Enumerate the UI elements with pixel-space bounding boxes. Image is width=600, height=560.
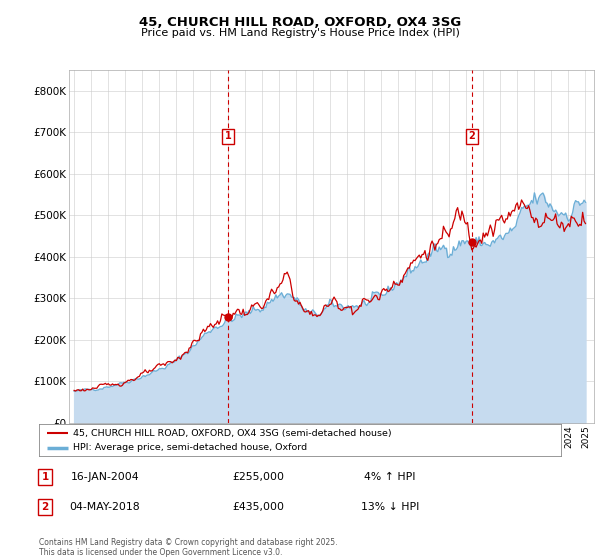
Text: 45, CHURCH HILL ROAD, OXFORD, OX4 3SG (semi-detached house): 45, CHURCH HILL ROAD, OXFORD, OX4 3SG (s… xyxy=(73,428,392,437)
Text: 1: 1 xyxy=(41,472,49,482)
Text: Price paid vs. HM Land Registry's House Price Index (HPI): Price paid vs. HM Land Registry's House … xyxy=(140,28,460,38)
Text: 16-JAN-2004: 16-JAN-2004 xyxy=(71,472,139,482)
Text: 4% ↑ HPI: 4% ↑ HPI xyxy=(364,472,416,482)
Text: 2: 2 xyxy=(469,132,475,142)
Text: 04-MAY-2018: 04-MAY-2018 xyxy=(70,502,140,512)
Text: 45, CHURCH HILL ROAD, OXFORD, OX4 3SG: 45, CHURCH HILL ROAD, OXFORD, OX4 3SG xyxy=(139,16,461,29)
Text: 1: 1 xyxy=(225,132,232,142)
Text: Contains HM Land Registry data © Crown copyright and database right 2025.
This d: Contains HM Land Registry data © Crown c… xyxy=(39,538,337,557)
Text: £255,000: £255,000 xyxy=(232,472,284,482)
Text: 13% ↓ HPI: 13% ↓ HPI xyxy=(361,502,419,512)
Text: HPI: Average price, semi-detached house, Oxford: HPI: Average price, semi-detached house,… xyxy=(73,444,307,452)
Text: £435,000: £435,000 xyxy=(232,502,284,512)
Text: 2: 2 xyxy=(41,502,49,512)
